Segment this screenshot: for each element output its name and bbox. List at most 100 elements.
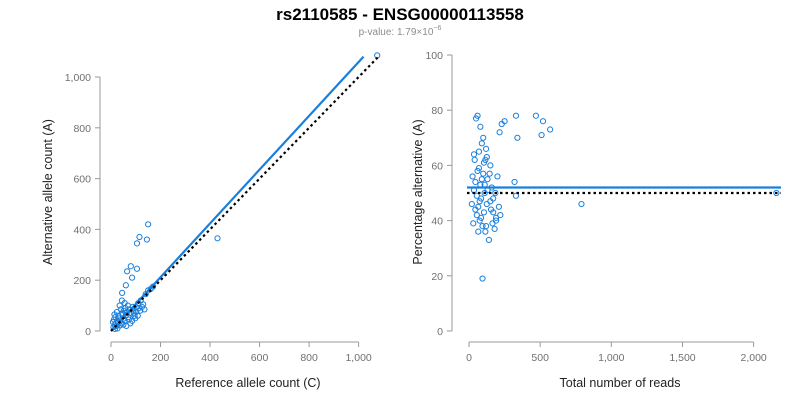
y-tick-label: 20: [431, 271, 443, 283]
x-tick-label: 1,500: [669, 352, 695, 364]
x-tick-label: 800: [300, 352, 318, 364]
data-point: [475, 228, 482, 235]
data-point: [475, 148, 483, 155]
data-point: [497, 211, 504, 219]
x-tick-label: 400: [201, 352, 219, 364]
chart-title: rs2110585 - ENSG00000113558: [276, 5, 524, 24]
data-point: [214, 235, 221, 242]
data-point: [547, 126, 554, 133]
data-point: [473, 192, 480, 199]
reference-line: [110, 55, 380, 332]
data-point: [478, 176, 485, 183]
data-point: [539, 118, 547, 125]
data-point: [473, 211, 480, 219]
data-point: [471, 156, 478, 163]
y-axis-title: Percentage alternative (A): [411, 119, 425, 264]
data-point: [773, 189, 780, 197]
data-point: [137, 307, 144, 314]
data-point: [482, 145, 490, 152]
data-point: [476, 217, 483, 224]
data-point: [475, 165, 483, 172]
x-axis-title: Reference allele count (C): [175, 376, 320, 390]
p-value-subtitle: p-value: 1.79×10−6: [0, 25, 800, 38]
y-tick-label: 400: [73, 224, 91, 236]
x-tick-label: 1,000: [345, 352, 371, 364]
y-tick-label: 200: [73, 275, 91, 287]
data-point: [489, 220, 496, 227]
data-point: [486, 170, 493, 177]
data-point: [113, 308, 121, 316]
data-point: [125, 316, 132, 323]
data-point: [133, 265, 141, 272]
data-point: [495, 203, 502, 210]
y-axis-title: Alternative allele count (A): [41, 119, 55, 265]
data-point: [474, 112, 481, 119]
data-point: [143, 236, 151, 243]
data-point: [532, 112, 539, 119]
scatter-panel-2: 0 20 40 60 80 100 0 500 1,000 1,500 2,000 Total num…: [411, 50, 781, 390]
data-point: [127, 263, 134, 270]
data-point: [492, 214, 500, 221]
data-point: [483, 154, 490, 161]
data-point: [127, 320, 134, 327]
data-point: [498, 120, 505, 128]
data-point: [136, 233, 143, 241]
data-point: [491, 225, 498, 232]
data-point: [512, 192, 520, 199]
data-point: [114, 325, 121, 332]
data-point: [480, 170, 487, 177]
x-tick-label: 500: [531, 352, 549, 364]
data-point: [119, 289, 126, 296]
data-point: [120, 321, 127, 328]
y-tick-label: 1,000: [65, 72, 91, 84]
data-point: [475, 203, 482, 210]
data-point: [512, 112, 520, 119]
data-point: [487, 198, 494, 205]
data-point: [470, 151, 478, 158]
data-point: [123, 268, 131, 275]
data-point: [118, 297, 125, 304]
data-point: [511, 178, 518, 186]
data-point: [480, 209, 488, 216]
data-point: [116, 302, 123, 309]
data-point: [128, 274, 136, 281]
data-point: [477, 123, 484, 130]
data-point: [142, 291, 149, 298]
data-point: [145, 221, 152, 228]
p-value-exponent: −6: [433, 25, 442, 32]
data-point: [134, 312, 141, 319]
data-point: [538, 131, 545, 139]
data-point: [490, 209, 497, 216]
y-tick-label: 0: [437, 326, 443, 338]
data-point: [484, 176, 491, 183]
x-tick-label: 1,000: [598, 352, 624, 364]
data-point: [478, 140, 485, 147]
data-point: [578, 200, 585, 208]
y-tick-label: 100: [425, 50, 443, 62]
y-tick-label: 600: [73, 174, 91, 186]
data-point: [480, 134, 487, 141]
data-point: [109, 319, 117, 326]
data-point: [487, 162, 494, 169]
x-tick-label: 600: [251, 352, 269, 364]
data-point: [477, 195, 485, 202]
fit-line: [110, 55, 365, 332]
x-tick-label: 200: [152, 352, 170, 364]
data-point: [492, 189, 499, 197]
p-value-text: p-value: 1.79×10: [358, 27, 434, 38]
data-point: [468, 200, 475, 208]
data-point: [496, 129, 503, 136]
y-tick-label: 80: [431, 105, 443, 117]
scatter-panel-1: 0 200 400 600 800 1,000 0 200 400 600 800 1,000 Refe…: [41, 52, 381, 390]
data-point: [483, 200, 490, 208]
data-point: [472, 178, 479, 186]
data-point: [470, 220, 477, 227]
y-tick-label: 800: [73, 123, 91, 135]
x-tick-label: 2,000: [741, 352, 767, 364]
x-tick-label: 0: [466, 352, 472, 364]
data-point: [514, 134, 521, 141]
x-tick-label: 0: [108, 352, 114, 364]
data-point: [485, 236, 493, 244]
y-tick-label: 0: [85, 326, 91, 338]
